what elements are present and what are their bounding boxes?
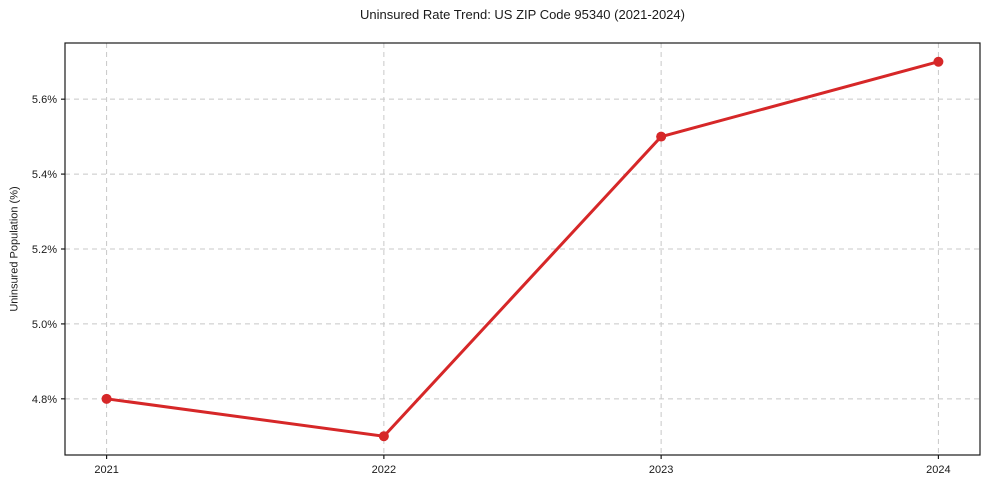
y-tick-label: 5.6% <box>32 94 57 106</box>
trend-line <box>105 60 940 438</box>
y-axis-label: Uninsured Population (%) <box>9 186 22 312</box>
data-point <box>933 56 944 67</box>
chart-title: Uninsured Rate Trend: US ZIP Code 95340 … <box>360 7 685 22</box>
x-tick-label: 2022 <box>372 464 396 476</box>
data-point <box>101 393 112 404</box>
y-tick-label: 5.0% <box>32 319 57 331</box>
y-axis-label-container: Uninsured Population (%) <box>0 43 30 455</box>
data-point <box>378 431 389 442</box>
x-tick-label: 2023 <box>649 464 673 476</box>
x-tick-label: 2024 <box>926 464 950 476</box>
data-point <box>656 131 667 142</box>
y-tick-label: 5.4% <box>32 169 57 181</box>
y-tick-label: 5.2% <box>32 244 57 256</box>
x-tick-label: 2021 <box>94 464 118 476</box>
y-tick-label: 4.8% <box>32 394 57 406</box>
